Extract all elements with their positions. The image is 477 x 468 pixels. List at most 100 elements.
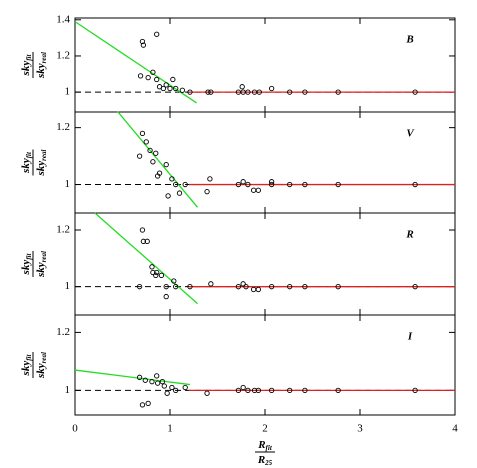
denominator-subscript: real — [40, 352, 48, 363]
x-tick-label: 3 — [357, 423, 363, 435]
data-point — [204, 390, 210, 396]
data-point — [240, 281, 246, 287]
data-point — [255, 187, 261, 193]
data-point — [240, 179, 246, 185]
data-point — [139, 227, 146, 233]
data-point — [173, 284, 179, 290]
panel-label: R — [405, 229, 413, 241]
data-point — [176, 190, 183, 196]
data-point — [142, 377, 148, 383]
data-point — [139, 38, 146, 45]
axis-label-denominator: R25 — [257, 454, 273, 467]
data-point — [145, 400, 151, 407]
denominator-subscript: real — [40, 52, 48, 63]
x-tick-label: 1 — [167, 423, 173, 435]
y-tick-label: 1 — [65, 86, 71, 98]
denominator-subscript: 25 — [264, 459, 273, 467]
data-point — [139, 402, 146, 408]
panel-frame — [74, 17, 456, 113]
data-point — [154, 76, 160, 83]
data-point — [150, 269, 156, 276]
data-point — [163, 284, 169, 290]
panel-label: V — [406, 128, 415, 140]
data-point — [250, 187, 257, 193]
data-point — [204, 189, 210, 195]
data-point — [136, 374, 143, 380]
data-point — [412, 284, 418, 290]
data-point — [268, 387, 275, 394]
fit-line — [94, 212, 198, 305]
axis-label-denominator: skyreal — [35, 52, 48, 79]
data-point — [302, 284, 308, 290]
data-point — [140, 238, 147, 244]
axis-label-numerator: skyfit — [20, 54, 33, 77]
axis-label-numerator: skyfit — [20, 151, 33, 174]
data-point — [144, 238, 150, 244]
data-point — [159, 379, 166, 385]
data-point — [179, 87, 186, 93]
numerator-subscript: fit — [25, 354, 33, 361]
data-point — [161, 383, 167, 389]
denominator-text: sky — [35, 161, 47, 177]
data-point — [169, 384, 175, 391]
data-point — [335, 284, 341, 290]
data-point — [150, 69, 156, 75]
data-point — [287, 284, 293, 290]
y-tick-label: 1 — [65, 280, 71, 292]
numerator-subscript: fit — [266, 444, 273, 452]
numerator-subscript: fit — [25, 54, 33, 61]
data-point — [139, 130, 146, 136]
data-point — [235, 284, 242, 290]
axis-label-numerator: skyfit — [20, 354, 33, 377]
data-point — [268, 85, 275, 92]
denominator-text: R — [257, 454, 265, 466]
data-point — [268, 284, 275, 290]
data-point — [182, 181, 188, 188]
data-point — [154, 373, 160, 379]
data-point — [158, 272, 165, 278]
data-point — [243, 284, 249, 290]
data-point — [136, 284, 143, 290]
data-point — [245, 181, 251, 188]
denominator-text: sky — [35, 63, 47, 79]
y-tick-label: 1.2 — [56, 224, 70, 236]
data-point — [287, 387, 293, 394]
numerator-text: sky — [20, 361, 32, 377]
data-point — [149, 379, 155, 385]
y-tick-label: 1.2 — [56, 121, 70, 133]
data-point — [256, 89, 262, 95]
data-point — [268, 181, 275, 188]
data-point — [173, 85, 179, 92]
numerator-text: sky — [20, 61, 32, 77]
data-point — [251, 387, 258, 394]
data-point — [335, 387, 341, 394]
data-point — [245, 387, 251, 394]
y-tick-label: 1.4 — [56, 13, 70, 25]
x-tick-label: 0 — [72, 423, 78, 435]
x-tick-label: 2 — [262, 423, 268, 435]
data-point — [287, 181, 293, 188]
numerator-subscript: fit — [25, 151, 33, 158]
axis-label-denominator: skyreal — [35, 352, 48, 379]
data-point — [167, 85, 173, 92]
fit-line — [74, 369, 191, 386]
y-tick-label: 1 — [65, 178, 71, 190]
data-point — [412, 89, 418, 95]
denominator-subscript: real — [40, 251, 48, 262]
data-point — [163, 161, 169, 168]
data-point — [412, 387, 418, 394]
data-point — [147, 147, 153, 154]
y-tick-label: 1.2 — [56, 49, 70, 61]
denominator-text: sky — [35, 363, 47, 379]
data-point — [163, 82, 169, 88]
data-point — [154, 31, 160, 37]
data-point — [245, 89, 251, 95]
data-point — [143, 139, 149, 145]
data-point — [171, 278, 177, 284]
data-point — [302, 387, 308, 394]
panel-frame — [74, 111, 456, 214]
